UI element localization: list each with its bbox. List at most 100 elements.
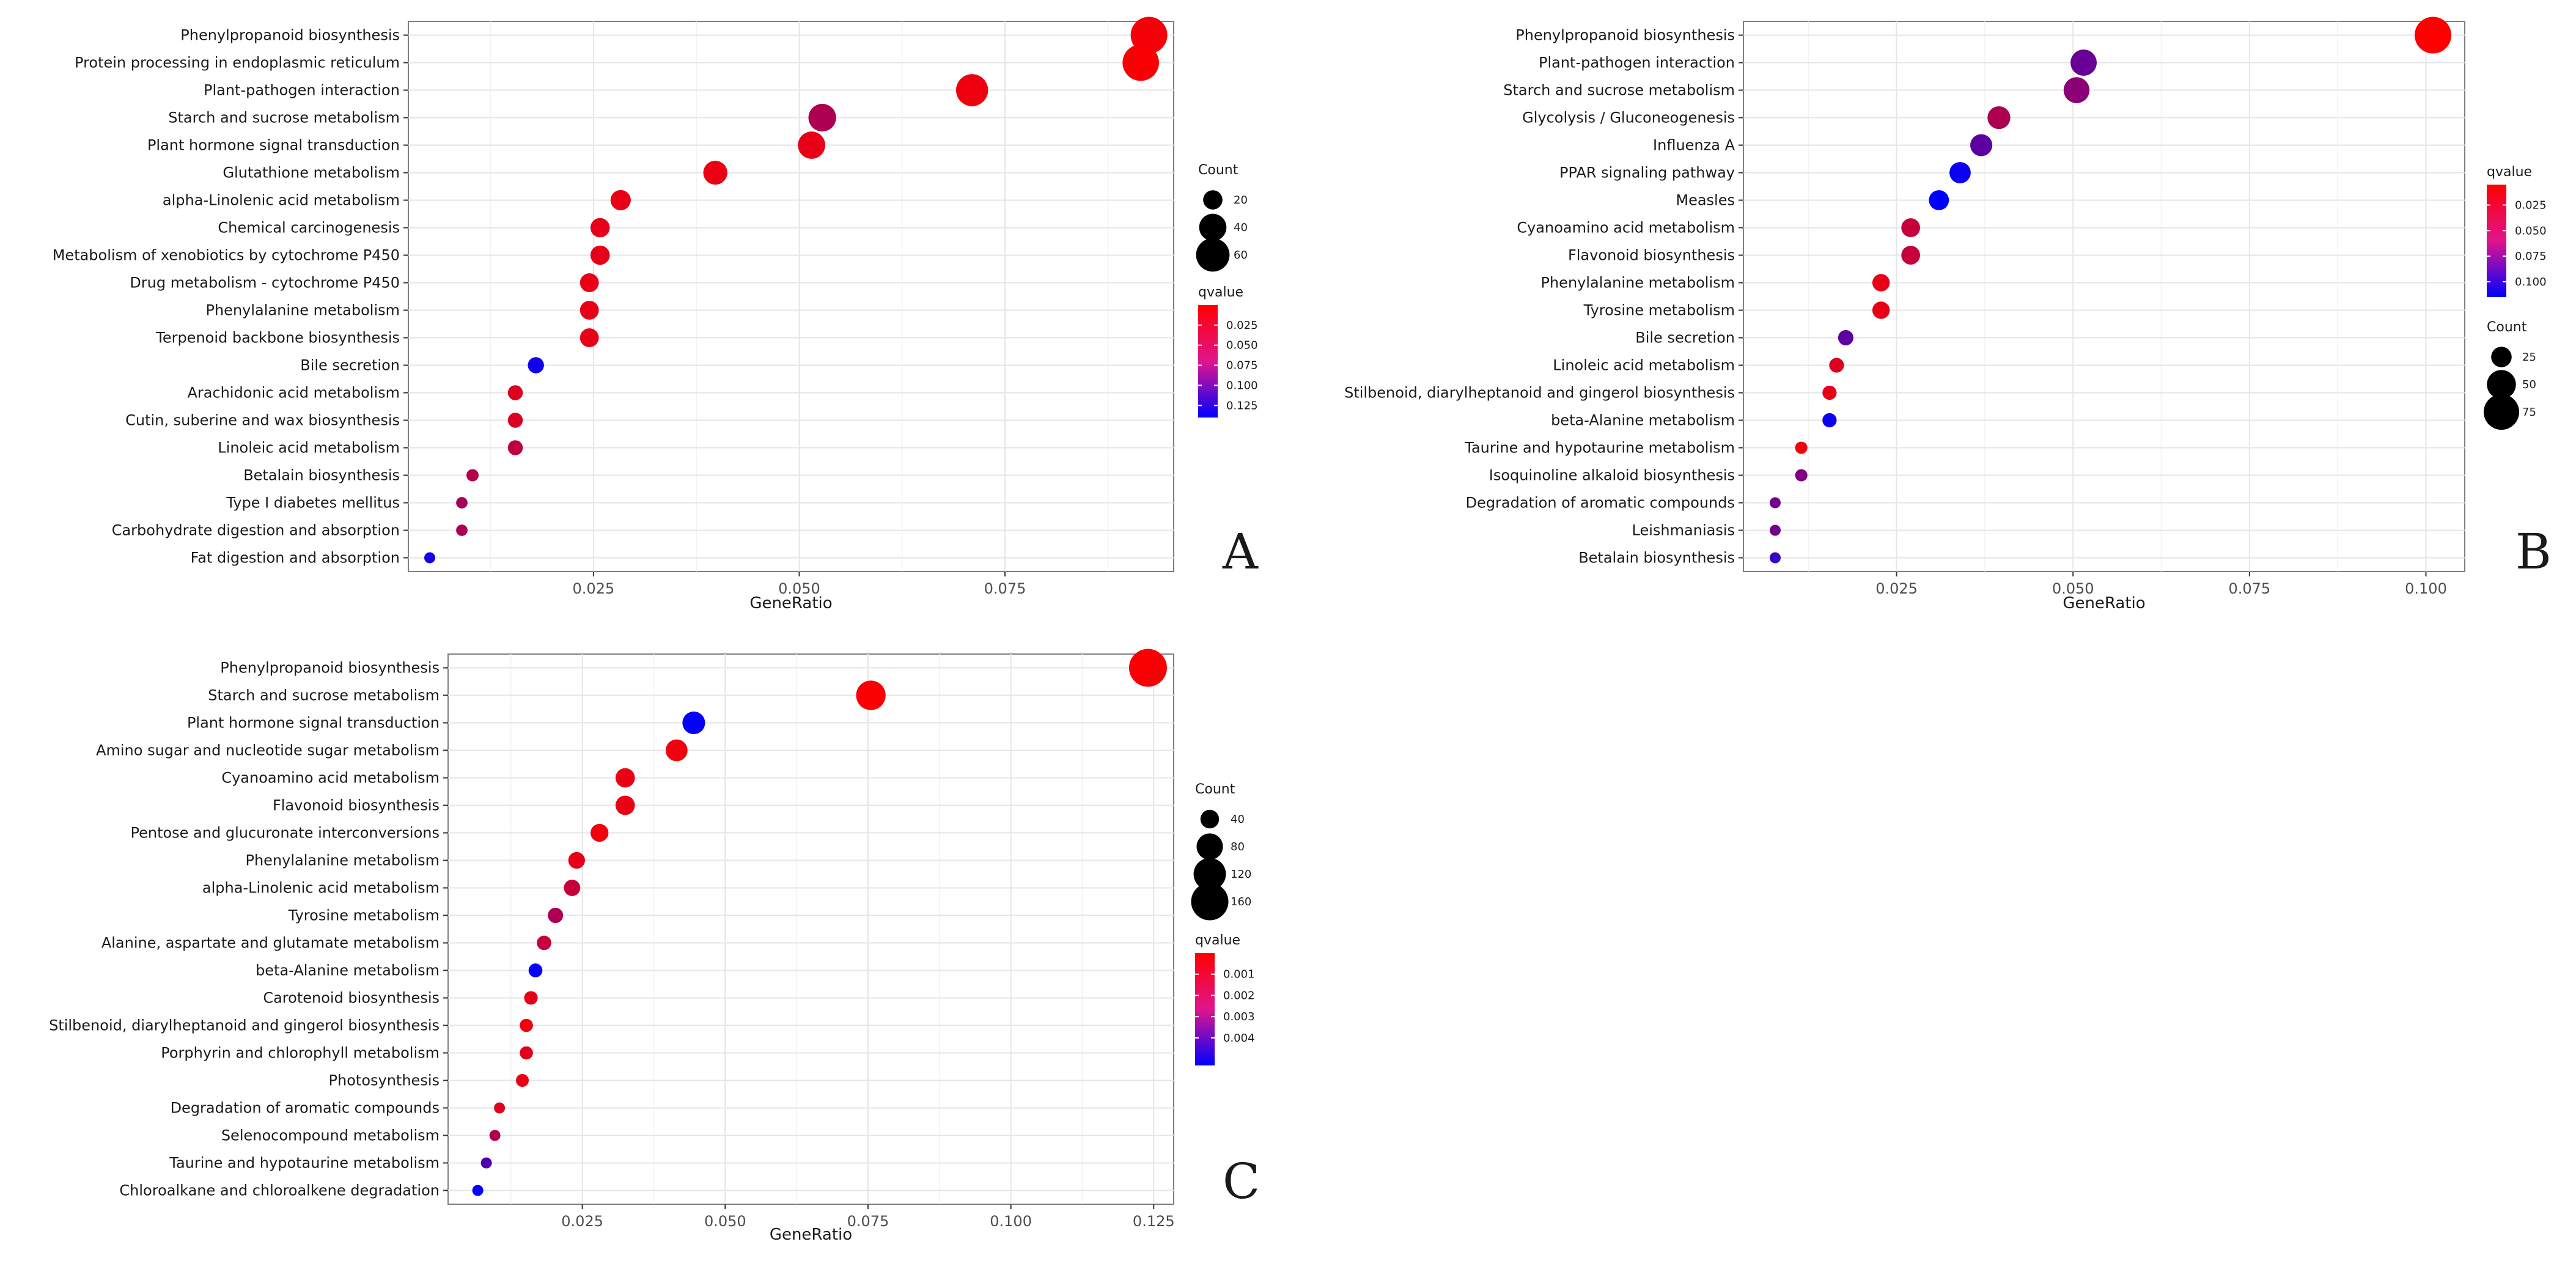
color-legend-label: 0.004 [1223, 1032, 1255, 1045]
category-label: Starch and sucrose metabolism [168, 109, 400, 127]
data-point [591, 823, 609, 842]
data-point [2415, 17, 2452, 54]
x-tick-label: 0.025 [1875, 580, 1918, 597]
category-label: Measles [1676, 192, 1735, 209]
size-legend-title: Count [2487, 320, 2527, 335]
data-point [1949, 162, 1971, 183]
category-label: Linoleic acid metabolism [218, 440, 400, 457]
data-point [1838, 329, 1853, 346]
category-label: Cyanoamino acid metabolism [221, 770, 440, 787]
data-point [1130, 17, 1168, 54]
x-tick-label: 0.025 [573, 580, 615, 597]
x-tick-label: 0.100 [990, 1213, 1032, 1230]
size-legend-label: 50 [2522, 378, 2536, 391]
data-point [507, 413, 523, 428]
panel-label-a: A [1222, 523, 1259, 580]
category-label: Metabolism of xenobiotics by cytochrome … [53, 247, 400, 264]
category-label: Photosynthesis [329, 1072, 440, 1089]
data-point [610, 189, 631, 211]
category-label: Fat digestion and absorption [191, 550, 400, 567]
plot-area [1743, 21, 2465, 572]
category-label: Selenocompound metabolism [221, 1127, 440, 1144]
data-point [1122, 44, 1159, 81]
x-tick-label: 0.050 [704, 1213, 746, 1230]
category-label: Isoquinoline alkaloid biosynthesis [1489, 467, 1735, 484]
category-label: Porphyrin and chlorophyll metabolism [161, 1045, 440, 1062]
color-legend-label: 0.100 [1226, 379, 1258, 392]
size-legend-key [1196, 238, 1230, 272]
data-point [528, 963, 543, 977]
category-label: Plant hormone signal transduction [147, 137, 400, 154]
x-tick-label: 0.050 [778, 580, 820, 597]
category-label: Alanine, aspartate and glutamate metabol… [101, 935, 440, 952]
data-point [1970, 134, 1993, 156]
color-legend-label: 0.050 [1226, 339, 1258, 352]
category-label: Phenylalanine metabolism [1541, 274, 1735, 292]
data-point [456, 524, 468, 536]
plot-area [408, 21, 1174, 572]
category-label: Chloroalkane and chloroalkene degradatio… [119, 1182, 440, 1199]
data-point [1769, 524, 1781, 536]
category-label: Protein processing in endoplasmic reticu… [75, 54, 400, 72]
color-legend-bar [1195, 953, 1215, 1065]
color-legend-label: 0.003 [1223, 1010, 1255, 1023]
x-tick-label: 0.100 [2405, 580, 2447, 597]
category-label: Chemical carcinogenesis [218, 219, 400, 237]
category-label: Degradation of aromatic compounds [171, 1100, 440, 1117]
data-point [1901, 246, 1921, 265]
category-label: alpha-Linolenic acid metabolism [202, 880, 440, 897]
size-legend-key [1196, 833, 1223, 860]
data-point [1769, 497, 1781, 509]
data-point [537, 935, 551, 951]
color-legend-label: 0.050 [2515, 224, 2547, 237]
category-label: Carotenoid biosynthesis [263, 990, 440, 1007]
panel-b-dotplot: Phenylpropanoid biosynthesis Plant-pathog… [1344, 17, 2547, 612]
category-label: beta-Alanine metabolism [1551, 412, 1735, 429]
category-label: Taurine and hypotaurine metabolism [1464, 440, 1735, 457]
data-point [520, 1046, 533, 1060]
size-legend-label: 40 [1231, 813, 1245, 826]
size-legend-label: 120 [1231, 868, 1251, 881]
size-legend-key [1203, 190, 1223, 210]
data-point [515, 1073, 529, 1087]
data-point [615, 768, 635, 788]
category-label: Influenza A [1653, 137, 1735, 154]
data-point [456, 497, 468, 509]
data-point [1769, 552, 1781, 564]
data-point [568, 852, 585, 869]
size-legend-label: 160 [1231, 896, 1251, 908]
size-legend-label: 75 [2522, 406, 2536, 419]
data-point [808, 103, 836, 132]
category-label: Bile secretion [1635, 329, 1735, 347]
color-legend-bar [1198, 305, 1218, 417]
x-tick-label: 0.025 [561, 1213, 603, 1230]
category-label: Phenylalanine metabolism [206, 302, 400, 319]
size-legend-key [2487, 370, 2516, 399]
size-legend-label: 25 [2522, 351, 2536, 364]
data-point [1829, 358, 1844, 373]
data-point [955, 74, 988, 106]
data-point [528, 357, 544, 373]
data-point [1987, 106, 2011, 130]
size-legend-key [1200, 809, 1220, 829]
data-point [580, 301, 599, 320]
data-point [856, 680, 886, 710]
data-point [480, 1157, 492, 1169]
color-legend-label: 0.100 [2515, 276, 2547, 289]
size-legend-key [1191, 883, 1229, 921]
category-label: Plant hormone signal transduction [187, 715, 440, 732]
category-label: Cyanoamino acid metabolism [1517, 219, 1735, 237]
color-legend-title: qvalue [1195, 933, 1240, 948]
data-point [489, 1130, 501, 1141]
panel-label-c: C [1223, 1153, 1260, 1210]
category-label: Amino sugar and nucleotide sugar metabol… [96, 742, 440, 759]
category-label: Type I diabetes mellitus [226, 495, 400, 512]
color-legend-label: 0.025 [1226, 319, 1258, 332]
category-label: Arachidonic acid metabolism [187, 384, 400, 402]
x-tick-label: 0.075 [847, 1213, 889, 1230]
data-point [1901, 218, 1921, 237]
data-point [520, 1018, 533, 1032]
data-point [424, 552, 436, 564]
x-axis-title: GeneRatio [2063, 594, 2145, 612]
category-label: Cutin, suberine and wax biosynthesis [125, 412, 400, 429]
